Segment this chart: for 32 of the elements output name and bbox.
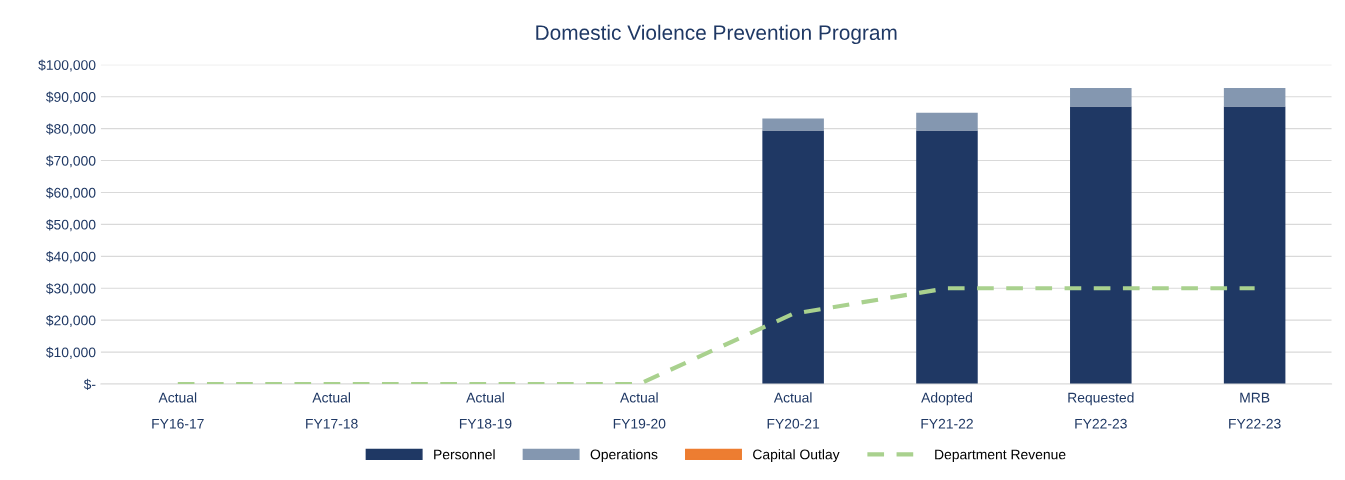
x-tick-label: MRB FY22-23 xyxy=(1229,392,1281,429)
bar xyxy=(1223,88,1286,107)
y-tick-label: $40,000 xyxy=(45,251,96,264)
x-tick-label: Actual FY16-17 xyxy=(152,392,204,429)
x-tick-label: Requested FY22-23 xyxy=(1068,392,1134,429)
bar xyxy=(762,118,824,131)
y-tick-label: $- xyxy=(83,378,96,390)
y-tick-label: $50,000 xyxy=(45,219,96,232)
bar xyxy=(762,130,824,384)
legend-label: Operations xyxy=(590,449,658,463)
bar xyxy=(1223,106,1286,384)
x-tick-label: Actual FY20-21 xyxy=(767,392,820,429)
bar xyxy=(916,112,978,131)
legend-label: Personnel xyxy=(434,449,495,460)
bar xyxy=(1070,88,1132,107)
y-tick-label: $30,000 xyxy=(45,282,96,296)
y-tick-label: $20,000 xyxy=(45,314,96,327)
bar xyxy=(1070,106,1132,384)
legend-label: Capital Outlay xyxy=(753,449,840,463)
x-tick-label: Adopted FY21-22 xyxy=(921,392,973,429)
x-tick-label: Actual FY19-20 xyxy=(613,392,666,429)
y-tick-label: $70,000 xyxy=(45,155,96,168)
bar xyxy=(916,130,978,384)
y-tick-label: $80,000 xyxy=(45,123,96,136)
chart-title: Domestic Violence Prevention Program xyxy=(536,24,897,45)
legend-label: Department Revenue xyxy=(935,449,1066,463)
y-tick-label: $100,000 xyxy=(38,59,96,72)
y-tick-label: $90,000 xyxy=(45,91,96,104)
x-tick-label: Actual FY18-19 xyxy=(459,392,512,429)
y-tick-label: $60,000 xyxy=(45,187,96,200)
y-tick-label: $10,000 xyxy=(45,346,96,359)
x-tick-label: Actual FY17-18 xyxy=(306,392,358,429)
